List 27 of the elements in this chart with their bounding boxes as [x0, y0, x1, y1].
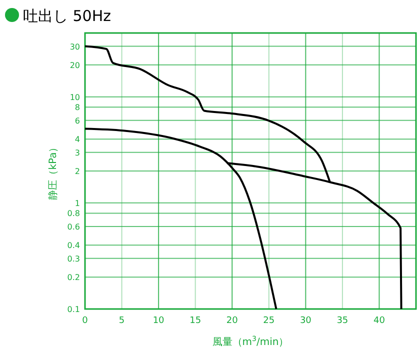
x-tick-label: 10 — [152, 316, 165, 326]
y-tick-label: 1 — [74, 198, 80, 208]
x-tick-label: 40 — [373, 316, 386, 326]
y-tick-label: 30 — [70, 42, 80, 52]
x-tick-label: 5 — [118, 316, 125, 326]
y-tick-label: 6 — [74, 116, 80, 126]
y-axis-title: 静圧（kPa） — [47, 142, 59, 200]
x-tick-label: 0 — [82, 316, 88, 326]
y-tick-label: 10 — [70, 92, 80, 102]
y-tick-label: 0.1 — [67, 305, 80, 314]
x-tick-label: 15 — [190, 316, 202, 326]
x-tick-label: 35 — [336, 316, 348, 326]
chart-title: 吐出し 50Hz — [23, 7, 112, 25]
y-tick-label: 2 — [74, 167, 80, 176]
x-axis-title: 風量（m$^{3}$/min） — [212, 335, 289, 348]
x-tick-label: 30 — [300, 316, 312, 326]
x-tick-label: 20 — [226, 316, 238, 326]
y-tick-label: 4 — [74, 135, 80, 144]
y-tick-label: 8 — [74, 103, 80, 112]
y-tick-label: 0.3 — [67, 254, 80, 264]
y-tick-label: 0.2 — [67, 273, 80, 282]
y-tick-label: 0.4 — [67, 241, 80, 250]
y-tick-label: 20 — [70, 60, 80, 70]
y-tick-label: 0.8 — [67, 209, 80, 218]
y-tick-label: 0.6 — [67, 222, 80, 232]
y-tick-label: 3 — [74, 148, 80, 158]
x-tick-label: 25 — [263, 316, 275, 326]
